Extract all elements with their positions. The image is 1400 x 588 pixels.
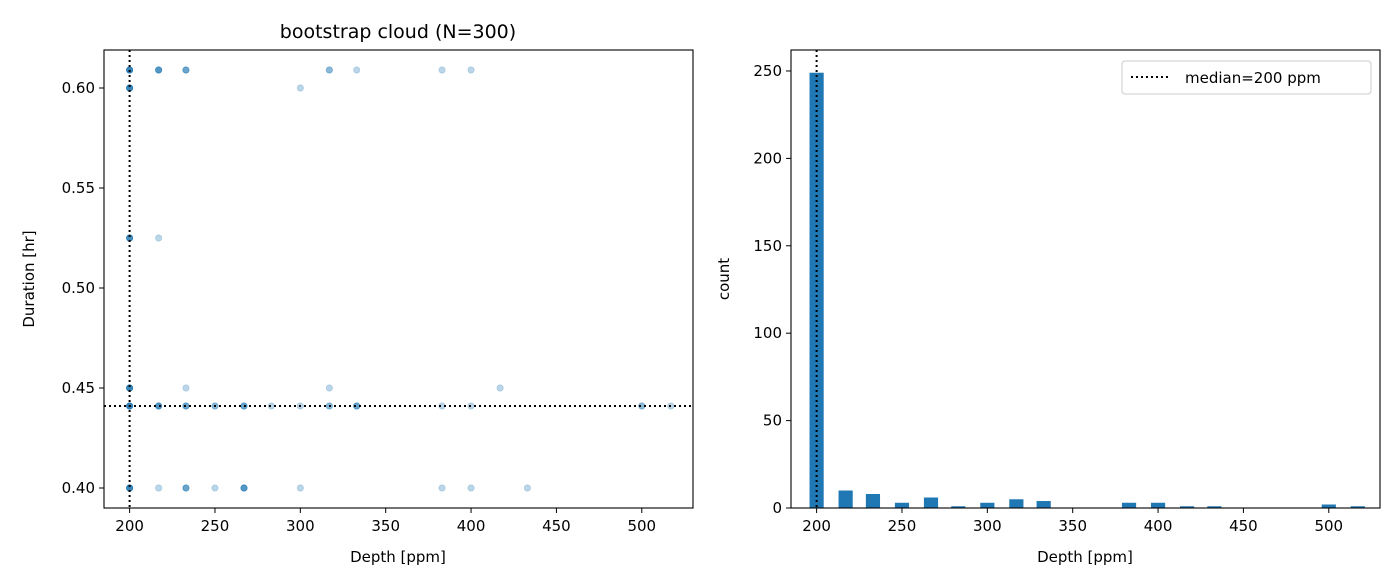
scatter-y-ticks: 0.40 0.45 0.50 0.55 0.60 <box>62 79 104 497</box>
scatter-panel: bootstrap cloud (N=300) 200 250 300 350 400 4… <box>20 21 694 566</box>
histogram-x-tick-label: 350 <box>1058 517 1087 535</box>
histogram-axes-frame <box>790 49 1381 509</box>
scatter-point <box>325 66 333 74</box>
scatter-point <box>182 66 190 74</box>
scatter-point <box>438 484 446 492</box>
scatter-x-tick-label: 400 <box>457 517 486 535</box>
scatter-point <box>325 384 333 392</box>
histogram-y-tick-label: 50 <box>763 412 782 430</box>
scatter-point <box>155 66 163 74</box>
histogram-x-tick-label: 450 <box>1229 517 1258 535</box>
scatter-point <box>496 384 504 392</box>
scatter-axes-frame <box>103 49 694 509</box>
scatter-point <box>353 66 361 74</box>
scatter-x-tick-label: 350 <box>371 517 400 535</box>
histogram-bar <box>951 506 966 508</box>
scatter-title: bootstrap cloud (N=300) <box>280 21 516 43</box>
scatter-point <box>182 484 190 492</box>
scatter-y-tick-label: 0.50 <box>62 279 95 297</box>
scatter-point <box>182 66 190 74</box>
scatter-point <box>240 484 248 492</box>
scatter-point <box>155 66 163 74</box>
histogram-bar <box>865 494 881 508</box>
scatter-point <box>182 384 190 392</box>
scatter-point <box>155 66 163 74</box>
histogram-y-ticks: 0 50 100 150 200 250 <box>753 62 791 517</box>
scatter-x-tick-label: 300 <box>286 517 315 535</box>
scatter-point <box>240 484 248 492</box>
histogram-x-tick-label: 400 <box>1144 517 1173 535</box>
histogram-bar <box>980 502 995 508</box>
histogram-x-tick-label: 250 <box>888 517 917 535</box>
scatter-y-axis-label: Duration [hr] <box>20 230 38 327</box>
scatter-point <box>296 84 304 92</box>
histogram-y-tick-label: 100 <box>753 324 782 342</box>
histogram-bar <box>1009 499 1024 508</box>
scatter-point <box>155 234 163 242</box>
histogram-bar <box>1321 504 1336 508</box>
scatter-point <box>438 66 446 74</box>
scatter-point <box>240 402 248 410</box>
scatter-x-axis-label: Depth [ppm] <box>350 548 446 566</box>
scatter-x-tick-label: 250 <box>201 517 230 535</box>
histogram-bar <box>894 502 910 508</box>
histogram-bar <box>1150 502 1166 508</box>
scatter-x-tick-label: 500 <box>627 517 656 535</box>
histogram-x-tick-label: 500 <box>1314 517 1343 535</box>
histogram-y-tick-label: 150 <box>753 237 782 255</box>
scatter-y-tick-label: 0.55 <box>62 179 95 197</box>
scatter-point <box>296 484 304 492</box>
histogram-bar <box>923 497 939 508</box>
scatter-point <box>467 402 475 410</box>
histogram-x-tick-label: 300 <box>973 517 1002 535</box>
histogram-bar <box>838 490 853 508</box>
histogram-x-ticks: 200 250 300 350 400 450 500 <box>802 508 1343 535</box>
scatter-y-tick-label: 0.45 <box>62 379 95 397</box>
histogram-panel: 200 250 300 350 400 450 500 0 50 100 150 200 250 De… <box>715 49 1381 566</box>
scatter-point <box>211 484 219 492</box>
scatter-point <box>467 66 475 74</box>
histogram-y-tick-label: 0 <box>772 499 782 517</box>
scatter-x-tick-label: 200 <box>115 517 144 535</box>
scatter-x-ticks: 200 250 300 350 400 450 500 <box>115 508 656 535</box>
scatter-point <box>523 484 531 492</box>
scatter-point <box>467 484 475 492</box>
scatter-point <box>155 484 163 492</box>
histogram-x-tick-label: 200 <box>802 517 831 535</box>
histogram-y-tick-label: 250 <box>753 62 782 80</box>
histogram-bar <box>1036 501 1051 508</box>
histogram-x-axis-label: Depth [ppm] <box>1037 548 1133 566</box>
scatter-points <box>126 66 675 492</box>
scatter-point <box>182 66 190 74</box>
histogram-y-axis-label: count <box>715 258 733 300</box>
scatter-point <box>325 66 333 74</box>
legend-entry-median: median=200 ppm <box>1185 69 1321 87</box>
scatter-point <box>240 484 248 492</box>
scatter-reference-lines <box>104 50 693 508</box>
histogram-legend: median=200 ppm <box>1121 60 1372 95</box>
histogram-bar <box>1121 502 1137 508</box>
histogram-bar <box>1179 506 1195 508</box>
scatter-y-tick-label: 0.60 <box>62 79 95 97</box>
histogram-bar <box>1350 506 1365 508</box>
histogram-y-tick-label: 200 <box>753 149 782 167</box>
scatter-point <box>182 484 190 492</box>
scatter-point <box>240 484 248 492</box>
scatter-x-tick-label: 450 <box>542 517 571 535</box>
scatter-y-tick-label: 0.40 <box>62 479 95 497</box>
legend-box <box>1121 60 1372 95</box>
scatter-point <box>155 66 163 74</box>
histogram-bar <box>1207 506 1222 508</box>
scatter-point <box>182 484 190 492</box>
